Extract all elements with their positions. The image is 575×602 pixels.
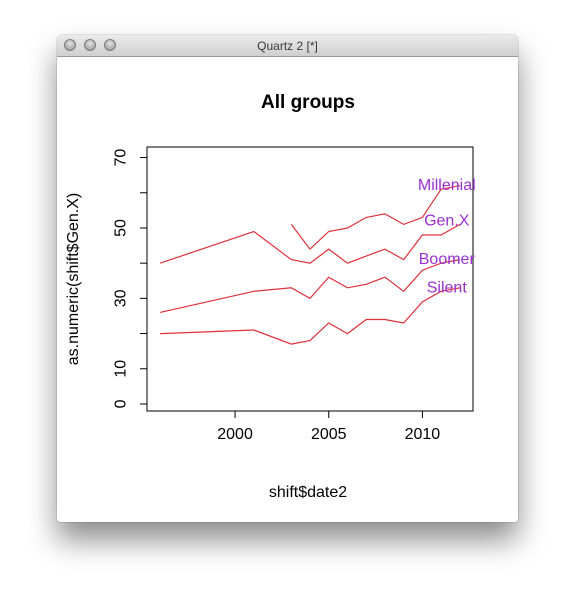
line-chart: All groups 2000 2005 2010 0 10 30 50 70 Millen… [57, 57, 518, 522]
plot-area: All groups 2000 2005 2010 0 10 30 50 70 Millen… [57, 57, 518, 522]
y-tick-label: 10 [113, 360, 130, 378]
y-axis-label: as.numeric(shift$Gen.X) [65, 193, 82, 366]
y-tick-label: 30 [113, 289, 130, 307]
series-lines [160, 186, 460, 344]
y-tick-label: 0 [113, 399, 130, 408]
series-label-millenial: Millenial [418, 177, 476, 194]
series-label-silent: Silent [427, 279, 468, 296]
x-tick-label: 2005 [311, 426, 347, 443]
x-axis-label: shift$date2 [269, 484, 347, 501]
y-tick-label: 50 [113, 219, 130, 237]
series-line-silent [160, 288, 460, 344]
quartz-window: Quartz 2 [*] All groups 2000 2005 2010 0 10… [57, 35, 518, 522]
series-label-boomer: Boomer [419, 251, 476, 268]
window-titlebar[interactable]: Quartz 2 [*] [57, 35, 518, 57]
window-title: Quartz 2 [*] [57, 39, 518, 53]
series-labels: Millenial Gen.X Boomer Silent [418, 177, 476, 296]
series-line-gen-x [160, 224, 460, 263]
y-tick-label: 70 [113, 149, 130, 167]
x-axis: 2000 2005 2010 [217, 411, 440, 443]
chart-title: All groups [261, 92, 355, 113]
series-label-gen-x: Gen.X [424, 212, 470, 229]
x-tick-label: 2010 [405, 426, 441, 443]
y-axis: 0 10 30 50 70 [113, 149, 148, 409]
series-line-boomer [160, 260, 460, 313]
x-tick-label: 2000 [217, 426, 253, 443]
